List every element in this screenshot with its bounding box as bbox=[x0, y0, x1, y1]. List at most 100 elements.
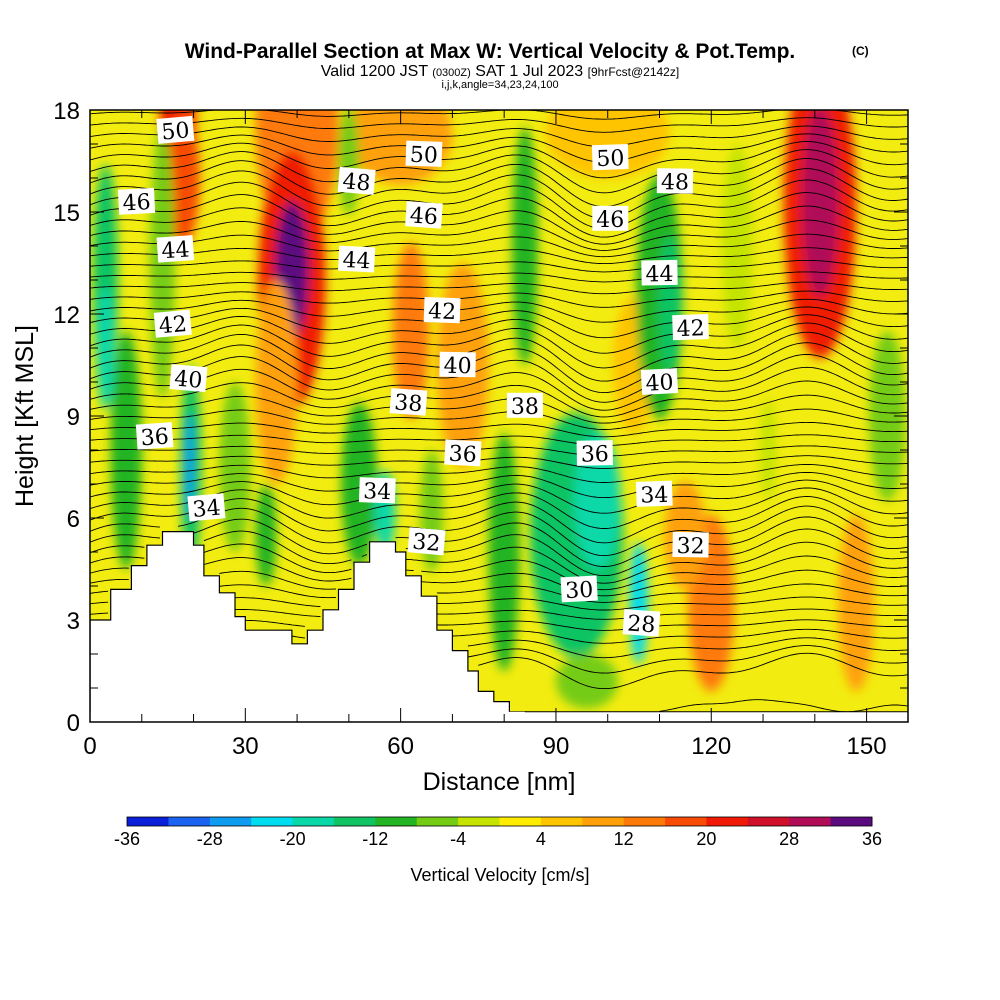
colorbar-swatch bbox=[333, 817, 376, 826]
colorbar-swatch bbox=[209, 817, 252, 826]
theta-label-text: 50 bbox=[596, 146, 625, 172]
theta-contour-line bbox=[90, 421, 908, 438]
theta-contour-line bbox=[90, 233, 908, 258]
colorbar-swatch bbox=[747, 817, 790, 826]
theta-label: 34 bbox=[635, 480, 673, 509]
theta-contour-line bbox=[90, 496, 908, 544]
theta-contour-line bbox=[90, 179, 908, 230]
theta-contour-line bbox=[90, 354, 908, 403]
velocity-cell bbox=[511, 127, 538, 365]
theta-label-text: 50 bbox=[160, 118, 190, 145]
theta-label-box bbox=[592, 205, 629, 231]
velocity-cell bbox=[255, 280, 298, 484]
velocity-cell bbox=[801, 110, 839, 297]
theta-label: 42 bbox=[423, 296, 461, 325]
velocity-cell bbox=[545, 110, 670, 178]
theta-label-text: 42 bbox=[676, 316, 705, 342]
theta-contour-line bbox=[90, 471, 908, 499]
colorbar-frame bbox=[126, 816, 873, 827]
theta-contour-line bbox=[90, 158, 908, 207]
theta-label: 42 bbox=[672, 313, 710, 342]
theta-label-text: 46 bbox=[122, 190, 151, 216]
theta-label-box bbox=[560, 575, 598, 603]
colorbar-swatch bbox=[789, 817, 832, 826]
theta-label-box bbox=[622, 609, 661, 637]
terrain-profile bbox=[90, 531, 526, 722]
theta-label: 40 bbox=[439, 351, 476, 379]
colorbar-swatch bbox=[499, 817, 542, 826]
theta-contour-line bbox=[90, 98, 908, 108]
theta-label-box bbox=[407, 527, 446, 556]
theta-label-text: 46 bbox=[409, 203, 439, 230]
colorbar-swatch bbox=[582, 817, 625, 826]
theta-label: 34 bbox=[358, 477, 396, 505]
theta-contour-line bbox=[90, 380, 908, 418]
subtitle-prefix: Valid 1200 JST bbox=[321, 63, 429, 80]
theta-label-text: 48 bbox=[341, 169, 371, 196]
colorbar-swatch bbox=[292, 817, 335, 826]
colorbar-swatch bbox=[665, 817, 707, 826]
theta-contour-line bbox=[90, 298, 908, 323]
theta-contour-line bbox=[467, 637, 908, 659]
x-tick-label: 120 bbox=[691, 733, 731, 760]
colorbar-label: Vertical Velocity [cm/s] bbox=[410, 865, 589, 885]
theta-contour-line bbox=[90, 117, 908, 133]
theta-label: 44 bbox=[337, 245, 376, 274]
theta-label-box bbox=[153, 309, 192, 338]
theta-contour-line bbox=[90, 505, 908, 557]
theta-contour-line bbox=[478, 652, 908, 690]
chart-title-mark: (C) bbox=[852, 44, 869, 58]
theta-label-box bbox=[337, 245, 376, 273]
colorbar-swatch bbox=[706, 817, 749, 826]
theta-contour-line bbox=[90, 219, 908, 251]
theta-label: 50 bbox=[405, 140, 443, 169]
theta-label-box bbox=[439, 351, 476, 378]
theta-contour-line bbox=[90, 314, 908, 354]
theta-label: 46 bbox=[405, 201, 443, 230]
theta-contour-line bbox=[90, 516, 908, 567]
terrain-base bbox=[90, 711, 908, 722]
theta-label: 36 bbox=[444, 439, 482, 468]
theta-label: 44 bbox=[156, 235, 195, 264]
theta-contour-line bbox=[90, 205, 908, 245]
velocity-cell bbox=[255, 484, 277, 586]
theta-label-text: 32 bbox=[676, 534, 704, 559]
theta-label-box bbox=[591, 143, 629, 171]
colorbar-swatch bbox=[168, 817, 211, 826]
theta-contour-line bbox=[90, 271, 908, 283]
chart-indices: i,j,k,angle=34,23,24,100 bbox=[441, 79, 558, 91]
x-axis-ticks: 0 30 60 90 120 150 bbox=[83, 733, 886, 760]
chart-subtitle: Valid 1200 JST (0300Z) SAT 1 Jul 2023 [9… bbox=[321, 63, 679, 80]
chart-title: Wind-Parallel Section at Max W: Vertical… bbox=[185, 40, 796, 63]
plot-area bbox=[90, 93, 908, 722]
theta-contour-line bbox=[90, 281, 908, 295]
velocity-cell bbox=[760, 399, 776, 501]
theta-label-text: 34 bbox=[640, 483, 669, 509]
plot-frame bbox=[89, 109, 909, 723]
velocity-cell bbox=[184, 412, 195, 522]
y-tick-label: 18 bbox=[53, 98, 80, 125]
theta-contour-line bbox=[245, 619, 908, 631]
theta-label-box bbox=[156, 115, 195, 144]
theta-contour-line bbox=[90, 342, 908, 394]
theta-label: 46 bbox=[592, 205, 629, 233]
theta-label: 46 bbox=[117, 187, 156, 217]
theta-contour-line bbox=[90, 133, 908, 163]
colorbar-tick-label: 28 bbox=[779, 829, 799, 849]
theta-label-text: 36 bbox=[448, 442, 477, 468]
theta-label-box bbox=[672, 531, 709, 558]
velocity-cell bbox=[110, 331, 142, 569]
theta-label: 42 bbox=[153, 309, 192, 339]
theta-contour-line bbox=[300, 93, 908, 98]
theta-contour-labels: 50 50 50 48 48 46 46 46 44 44 44 42 42 42 40 40 40 38 38 36… bbox=[117, 115, 710, 638]
theta-label-text: 36 bbox=[581, 442, 609, 467]
colorbar-swatch bbox=[416, 817, 459, 826]
velocity-cell bbox=[838, 514, 875, 692]
y-tick-label: 15 bbox=[53, 200, 80, 227]
theta-label-text: 40 bbox=[443, 354, 471, 379]
y-tick-label: 9 bbox=[67, 404, 80, 431]
theta-label-text: 44 bbox=[645, 262, 673, 287]
theta-contour-line bbox=[90, 366, 908, 411]
colorbar-ticks: -36 -28 -20 -12 -4 4 12 20 28 36 bbox=[114, 829, 882, 849]
theta-label: 38 bbox=[389, 388, 428, 417]
